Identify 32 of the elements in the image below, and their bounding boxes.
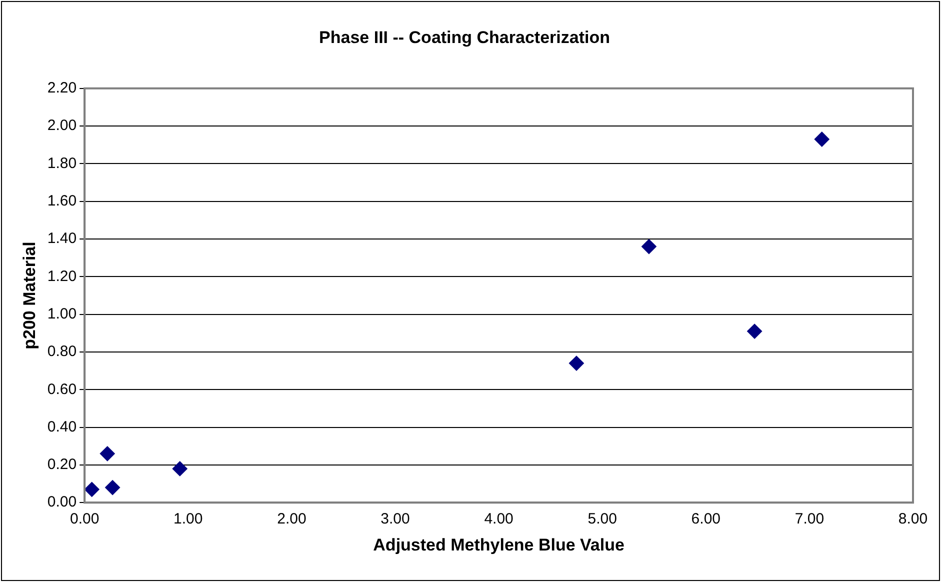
x-tick-label: 2.00: [277, 510, 306, 528]
point: [172, 461, 188, 476]
x-axis-title: Adjusted Methylene Blue Value: [373, 535, 624, 554]
chart-title: Phase III -- Coating Characterization: [319, 28, 610, 47]
y-tick-label: 1.60: [47, 192, 77, 210]
point: [568, 356, 584, 371]
x-tick-label: 3.00: [380, 510, 410, 528]
y-tick-label: 1.80: [47, 154, 77, 172]
x-tick-label: 4.00: [484, 510, 514, 528]
y-tick-label: 1.20: [47, 268, 77, 285]
x-tick-label: 5.00: [588, 510, 617, 528]
point: [747, 324, 762, 339]
y-tick-label: 0.80: [47, 343, 77, 360]
y-axis-title: p200 Material: [20, 242, 39, 350]
y-tick-label: 0.00: [47, 494, 77, 511]
y-tick-label: 1.40: [47, 230, 77, 248]
y-tick-label: 2.20: [47, 80, 77, 97]
point: [84, 482, 100, 497]
y-tick-label: 0.60: [47, 380, 77, 398]
x-tick-label: 8.00: [898, 510, 928, 528]
y-tick-label: 1.00: [47, 305, 77, 322]
y-tick-label: 2.00: [47, 117, 77, 134]
y-tick-label: 0.20: [47, 456, 77, 474]
point: [814, 132, 830, 147]
y-tick-label: 0.40: [47, 418, 77, 436]
point: [641, 239, 656, 254]
point: [105, 480, 120, 496]
x-tick-label: 7.00: [794, 510, 824, 528]
x-tick-label: 0.00: [70, 510, 100, 528]
x-tick-label: 6.00: [691, 510, 720, 528]
point: [100, 446, 115, 462]
x-tick-label: 1.00: [174, 510, 203, 528]
